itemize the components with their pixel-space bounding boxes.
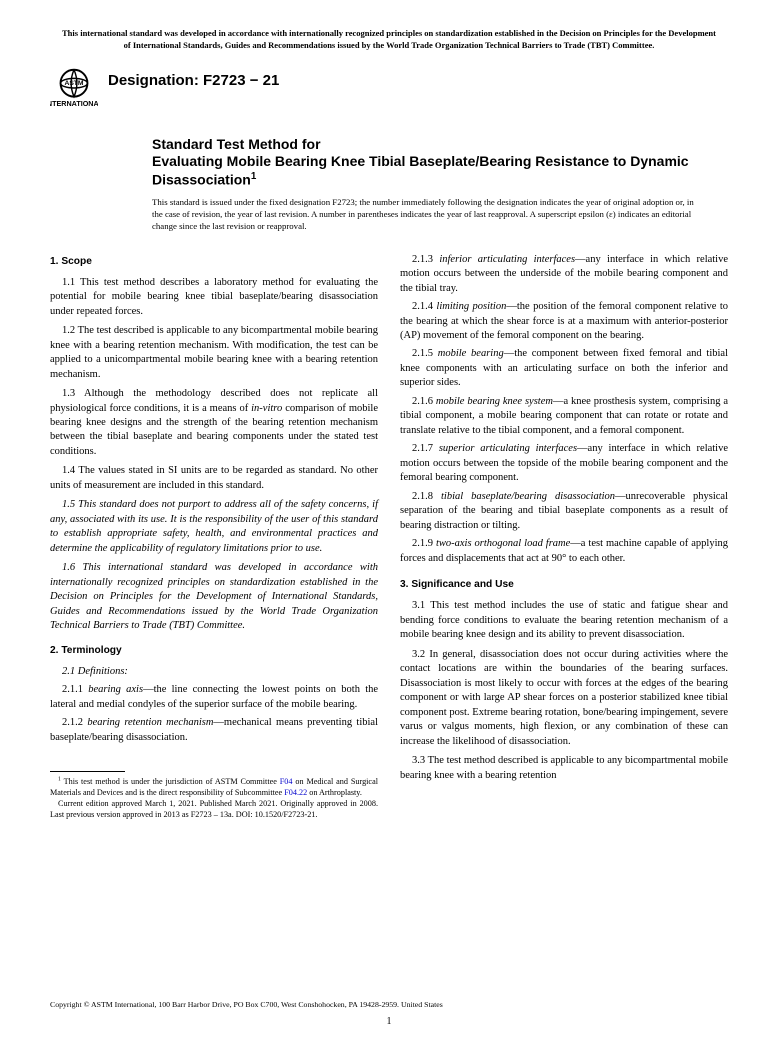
body-columns: 1. Scope 1.1 This test method describes …	[50, 253, 728, 821]
scope-1-3: 1.3 Although the methodology described d…	[50, 387, 378, 459]
header-row: INTERNATIONAL ASTM Designation: F2723 − …	[50, 66, 728, 112]
sig-3-1: 3.1 This test method includes the use of…	[400, 599, 728, 642]
svg-text:INTERNATIONAL: INTERNATIONAL	[50, 99, 98, 108]
sig-3-2: 3.2 In general, disassociation does not …	[400, 648, 728, 749]
astm-logo: INTERNATIONAL ASTM	[50, 64, 98, 112]
def-num: 2.1.3	[412, 254, 439, 265]
designation: Designation: F2723 − 21	[108, 72, 279, 89]
def-term: limiting position	[436, 301, 506, 312]
def-2-1-4: 2.1.4 limiting position—the position of …	[400, 300, 728, 343]
def-num: 2.1.7	[412, 443, 439, 454]
def-num: 2.1.6	[412, 396, 436, 407]
def-num: 2.1.1	[62, 684, 88, 695]
def-num: 2.1.8	[412, 491, 441, 502]
def-term: two-axis orthogonal load frame	[436, 538, 570, 549]
footnote-text: on Arthroplasty.	[307, 788, 362, 797]
def-2-1-3: 2.1.3 inferior articulating interfaces—a…	[400, 253, 728, 296]
def-term: tibial baseplate/bearing disassociation	[441, 491, 615, 502]
def-2-1-5: 2.1.5 mobile bearing—the component betwe…	[400, 347, 728, 390]
terminology-heading: 2. Terminology	[50, 644, 378, 658]
def-num: 2.1.2	[62, 717, 87, 728]
def-term: superior articulating interfaces	[439, 443, 577, 454]
sig-3-3: 3.3 The test method described is applica…	[400, 754, 728, 783]
def-term: bearing retention mechanism	[87, 717, 213, 728]
title-main-text: Evaluating Mobile Bearing Knee Tibial Ba…	[152, 153, 689, 187]
right-column: 2.1.3 inferior articulating interfaces—a…	[400, 253, 728, 821]
title-main: Evaluating Mobile Bearing Knee Tibial Ba…	[152, 153, 728, 189]
def-num: 2.1.9	[412, 538, 436, 549]
definitions-heading: 2.1 Definitions:	[50, 665, 378, 679]
title-footnote-ref: 1	[251, 171, 256, 182]
def-2-1-6: 2.1.6 mobile bearing knee system—a knee …	[400, 395, 728, 438]
scope-1-5: 1.5 This standard does not purport to ad…	[50, 498, 378, 556]
footnote-text: This test method is under the jurisdicti…	[61, 777, 280, 786]
scope-1-3b: in-vitro	[251, 403, 282, 414]
scope-heading: 1. Scope	[50, 255, 378, 269]
footnote-rule	[50, 771, 125, 772]
def-num: 2.1.4	[412, 301, 436, 312]
svg-text:ASTM: ASTM	[64, 80, 83, 87]
page-number: 1	[387, 1016, 392, 1027]
title-block: Standard Test Method for Evaluating Mobi…	[152, 136, 728, 233]
scope-1-2: 1.2 The test described is applicable to …	[50, 324, 378, 382]
scope-1-6: 1.6 This international standard was deve…	[50, 561, 378, 633]
scope-1-1: 1.1 This test method describes a laborat…	[50, 276, 378, 319]
def-2-1-9: 2.1.9 two-axis orthogonal load frame—a t…	[400, 537, 728, 566]
def-2-1-8: 2.1.8 tibial baseplate/bearing disassoci…	[400, 490, 728, 533]
copyright-line: Copyright © ASTM International, 100 Barr…	[50, 1000, 443, 1009]
footnote-edition: Current edition approved March 1, 2021. …	[50, 798, 378, 820]
issuance-note: This standard is issued under the fixed …	[152, 197, 698, 233]
left-column: 1. Scope 1.1 This test method describes …	[50, 253, 378, 821]
def-2-1-1: 2.1.1 bearing axis—the line connecting t…	[50, 683, 378, 712]
footnote-1: 1 This test method is under the jurisdic…	[50, 776, 378, 798]
significance-heading: 3. Significance and Use	[400, 578, 728, 592]
def-2-1-7: 2.1.7 superior articulating interfaces—a…	[400, 442, 728, 485]
subcommittee-link[interactable]: F04.22	[284, 788, 307, 797]
def-term: mobile bearing knee system	[436, 396, 553, 407]
def-term: inferior articulating interfaces	[439, 254, 575, 265]
title-intro: Standard Test Method for	[152, 136, 728, 154]
scope-1-4: 1.4 The values stated in SI units are to…	[50, 464, 378, 493]
def-term: mobile bearing	[438, 348, 504, 359]
def-2-1-2: 2.1.2 bearing retention mechanism—mechan…	[50, 716, 378, 745]
def-term: bearing axis	[88, 684, 143, 695]
def-num: 2.1.5	[412, 348, 438, 359]
committee-link[interactable]: F04	[280, 777, 293, 786]
tbt-banner: This international standard was develope…	[50, 28, 728, 60]
